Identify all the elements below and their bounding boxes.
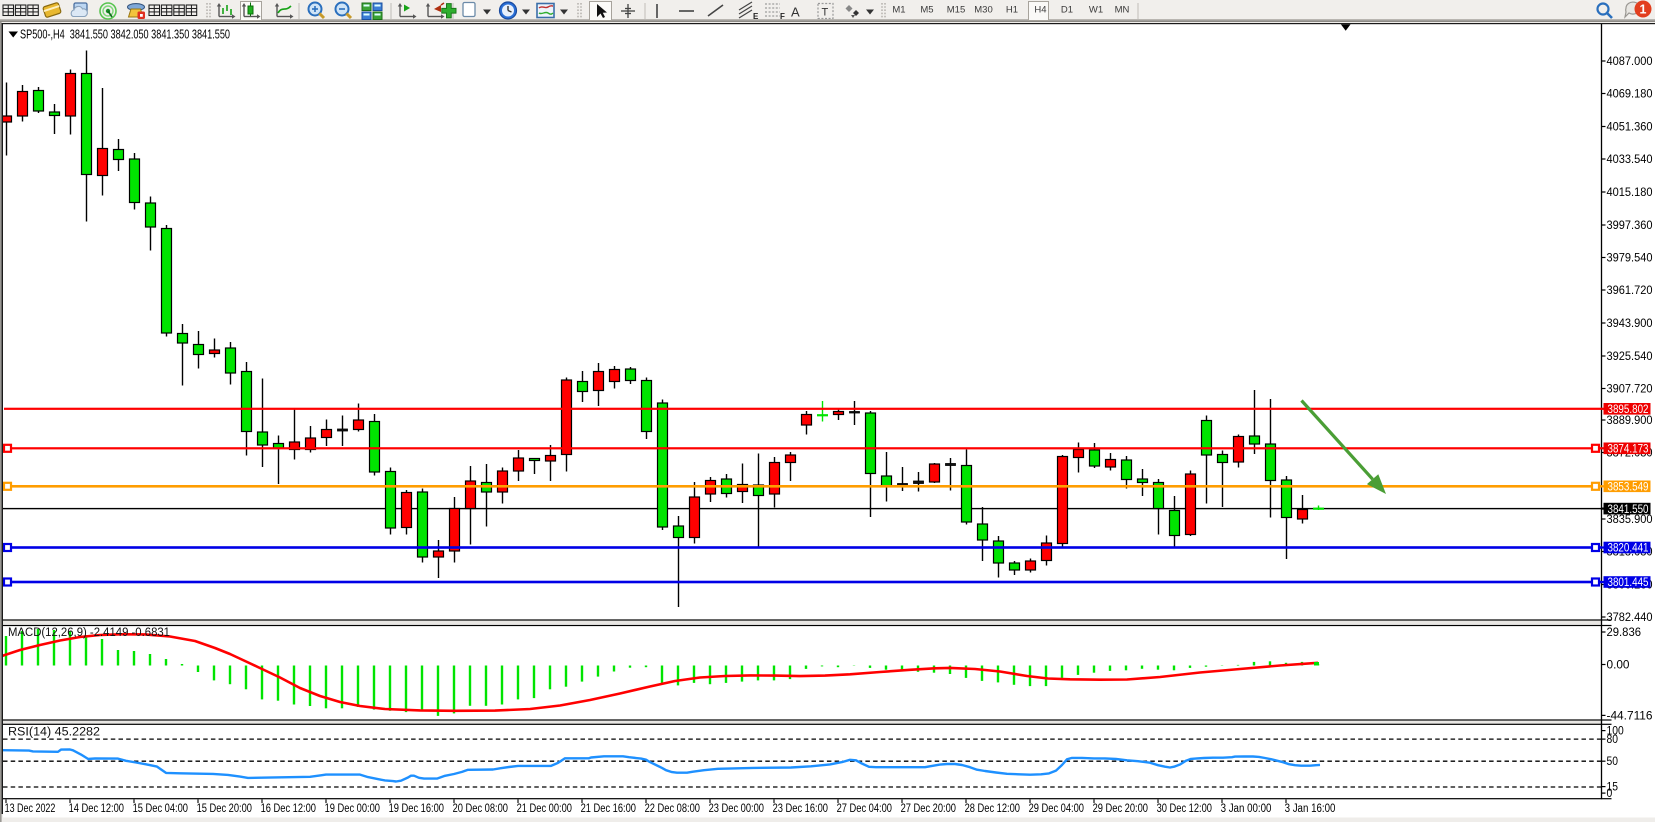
svg-text:MN: MN	[1115, 5, 1130, 16]
svg-text:3997.360: 3997.360	[1607, 220, 1653, 232]
svg-text:3853.549: 3853.549	[1608, 482, 1649, 494]
svg-text:21 Dec 00:00: 21 Dec 00:00	[517, 803, 572, 815]
svg-text:0.00: 0.00	[1607, 660, 1630, 672]
svg-text:29 Dec 04:00: 29 Dec 04:00	[1029, 803, 1084, 815]
svg-text:27 Dec 20:00: 27 Dec 20:00	[901, 803, 956, 815]
svg-text:MACD(12,26,9) -2.4149 -0.6831: MACD(12,26,9) -2.4149 -0.6831	[8, 627, 170, 639]
svg-text:3889.900: 3889.900	[1607, 415, 1653, 427]
svg-text:0: 0	[1607, 788, 1613, 800]
svg-text:T: T	[822, 7, 829, 19]
svg-text:H1: H1	[1006, 5, 1018, 16]
svg-text:3841.550: 3841.550	[1608, 504, 1649, 516]
svg-text:3925.540: 3925.540	[1607, 351, 1653, 363]
svg-text:M30: M30	[974, 5, 992, 16]
svg-text:M1: M1	[892, 5, 905, 16]
svg-text:20 Dec 08:00: 20 Dec 08:00	[453, 803, 508, 815]
svg-text:3782.440: 3782.440	[1607, 612, 1653, 624]
svg-text:29.836: 29.836	[1607, 627, 1642, 639]
svg-text:M5: M5	[920, 5, 933, 16]
svg-text:23 Dec 00:00: 23 Dec 00:00	[709, 803, 764, 815]
svg-text:3961.720: 3961.720	[1607, 285, 1653, 297]
svg-text:21 Dec 16:00: 21 Dec 16:00	[581, 803, 636, 815]
svg-text:3820.441: 3820.441	[1608, 543, 1649, 555]
svg-text:D1: D1	[1061, 5, 1073, 16]
svg-text:28 Dec 12:00: 28 Dec 12:00	[965, 803, 1020, 815]
svg-text:3801.445: 3801.445	[1608, 577, 1649, 589]
svg-text:3943.900: 3943.900	[1607, 318, 1653, 330]
svg-text:4033.540: 4033.540	[1607, 154, 1653, 166]
svg-text:3 Jan 00:00: 3 Jan 00:00	[1221, 803, 1272, 815]
svg-text:RSI(14) 45.2282: RSI(14) 45.2282	[8, 727, 100, 739]
svg-text:E: E	[753, 12, 759, 21]
svg-text:100: 100	[1607, 726, 1624, 738]
svg-text:4015.180: 4015.180	[1607, 187, 1653, 199]
svg-text:22 Dec 08:00: 22 Dec 08:00	[645, 803, 700, 815]
svg-text:16 Dec 12:00: 16 Dec 12:00	[261, 803, 316, 815]
svg-text:-44.7116: -44.7116	[1607, 710, 1653, 722]
svg-text:29 Dec 20:00: 29 Dec 20:00	[1093, 803, 1148, 815]
svg-text:3895.802: 3895.802	[1608, 404, 1649, 416]
svg-text:13 Dec 2022: 13 Dec 2022	[5, 803, 56, 815]
svg-text:3874.173: 3874.173	[1608, 444, 1649, 456]
svg-text:19 Dec 16:00: 19 Dec 16:00	[389, 803, 444, 815]
svg-text:3907.720: 3907.720	[1607, 384, 1653, 396]
svg-text:1: 1	[1640, 3, 1647, 17]
svg-text:3 Jan 16:00: 3 Jan 16:00	[1285, 803, 1336, 815]
svg-text:H4: H4	[1034, 5, 1046, 16]
svg-text:3835.900: 3835.900	[1607, 514, 1653, 526]
svg-text:23 Dec 16:00: 23 Dec 16:00	[773, 803, 828, 815]
svg-text:15 Dec 20:00: 15 Dec 20:00	[197, 803, 252, 815]
svg-text:80: 80	[1607, 734, 1619, 746]
svg-text:15 Dec 04:00: 15 Dec 04:00	[133, 803, 188, 815]
svg-text:F: F	[780, 12, 785, 21]
svg-text:A: A	[791, 5, 800, 20]
svg-text:SP500-,H4 3841.550 3842.050 3: SP500-,H4 3841.550 3842.050 3841.350 384…	[20, 26, 230, 41]
svg-text:19 Dec 00:00: 19 Dec 00:00	[325, 803, 380, 815]
svg-text:M15: M15	[947, 5, 965, 16]
svg-text:30 Dec 12:00: 30 Dec 12:00	[1157, 803, 1212, 815]
svg-text:4051.360: 4051.360	[1607, 122, 1653, 134]
svg-text:50: 50	[1607, 756, 1619, 768]
svg-text:27 Dec 04:00: 27 Dec 04:00	[837, 803, 892, 815]
svg-text:15: 15	[1607, 782, 1619, 794]
svg-text:4069.180: 4069.180	[1607, 89, 1653, 101]
svg-text:3979.540: 3979.540	[1607, 253, 1653, 265]
svg-text:4087.000: 4087.000	[1607, 56, 1653, 68]
svg-text:14 Dec 12:00: 14 Dec 12:00	[69, 803, 124, 815]
svg-text:W1: W1	[1089, 5, 1103, 16]
